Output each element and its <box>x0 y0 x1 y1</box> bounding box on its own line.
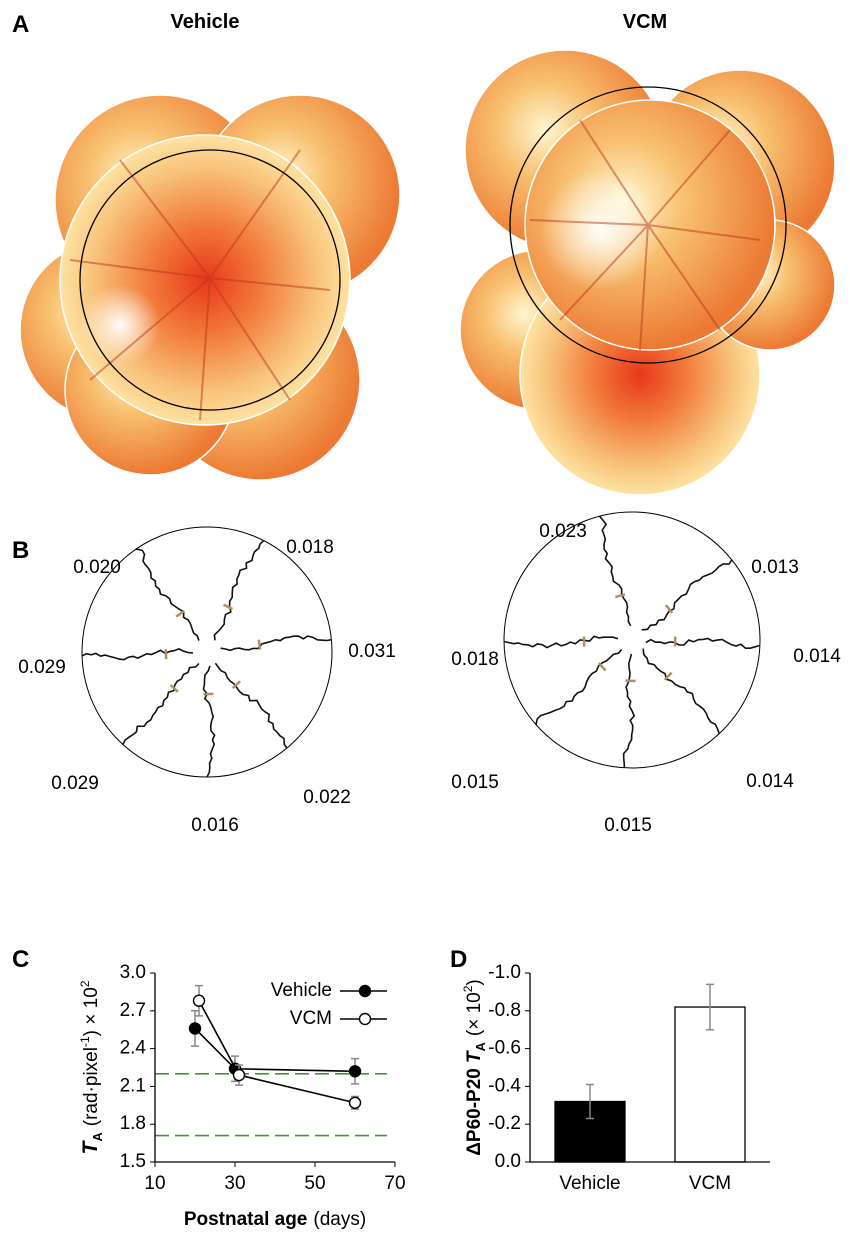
fundus-vehicle <box>20 95 400 480</box>
y-axis-label: ΔP60-P20TA(× 102) <box>461 979 488 1155</box>
y-label-subscript: A <box>90 1132 105 1142</box>
y-tick-label: -1.0 <box>488 962 521 983</box>
vessel-trace <box>646 639 760 649</box>
panel-label: C <box>12 946 29 973</box>
tortuosity-label: 0.014 <box>793 646 841 667</box>
vessel-trace <box>600 516 631 626</box>
data-point <box>350 1097 361 1108</box>
legend-marker <box>360 1014 371 1025</box>
y-tick-label: 2.1 <box>120 1075 146 1096</box>
y-tick-label: 2.4 <box>120 1038 147 1059</box>
tortuosity-label: 0.016 <box>191 815 239 836</box>
vessel-trace <box>643 649 719 734</box>
y-tick-label: 1.8 <box>120 1113 146 1134</box>
tortuosity-label: 0.014 <box>746 771 794 792</box>
y-tick-label: 3.0 <box>120 962 146 983</box>
segment-marker <box>224 605 233 609</box>
segment-marker <box>599 663 606 670</box>
panel-label: B <box>12 537 29 564</box>
vessel-trace <box>536 650 622 725</box>
x-tick-label: VCM <box>689 1173 731 1194</box>
vessel-trace <box>504 636 618 647</box>
tortuosity-label: 0.029 <box>51 773 99 794</box>
y-label-exponent: -1 <box>78 1036 92 1047</box>
y-tick-label: -0.8 <box>488 1000 521 1021</box>
data-point <box>190 1023 201 1034</box>
x-tick-label: 50 <box>304 1173 325 1194</box>
x-axis-label: Postnatal age(days) <box>184 1209 366 1230</box>
tortuosity-label: 0.015 <box>451 772 499 793</box>
y-label-subscript: A <box>473 1042 488 1052</box>
tortuosity-label: 0.018 <box>286 537 334 558</box>
y-tick-label: 0.0 <box>495 1151 521 1172</box>
y-label-prefix: ΔP60-P20 <box>464 1068 485 1156</box>
tortuosity-label: 0.013 <box>751 557 799 578</box>
x-label-unit: (days) <box>313 1209 366 1230</box>
tortuosity-label: 0.022 <box>303 787 351 808</box>
vessel-trace <box>204 666 215 777</box>
figure: A Vehicle VCM B 0.0200.0180.0310.0220.01… <box>0 0 850 1240</box>
group-title: VCM <box>623 11 667 33</box>
vessel-trace <box>214 541 263 641</box>
data-point <box>194 995 205 1006</box>
group-title: Vehicle <box>171 11 240 33</box>
tortuosity-label: 0.015 <box>604 815 652 836</box>
y-label-exponent: 2 <box>78 980 92 987</box>
x-tick-label: Vehicle <box>559 1173 620 1194</box>
vessel-trace <box>221 636 332 650</box>
y-tick-label: 2.7 <box>120 1000 146 1021</box>
data-point <box>350 1066 361 1077</box>
page: A Vehicle VCM B 0.0200.0180.0310.0220.01… <box>0 0 850 1240</box>
data-point <box>234 1070 245 1081</box>
y-label-suffix: ) × 10 <box>81 987 102 1036</box>
series-line <box>195 1028 355 1071</box>
y-tick-label: -0.4 <box>488 1075 521 1096</box>
vessel-trace <box>624 654 635 768</box>
y-axis-label: TA(rad·pixel-1) × 102 <box>78 980 105 1154</box>
y-tick-label: 1.5 <box>120 1151 146 1172</box>
panel-label: D <box>450 946 467 973</box>
x-tick-label: 70 <box>384 1173 405 1194</box>
legend-label: VCM <box>290 1008 332 1029</box>
x-tick-label: 10 <box>144 1173 165 1194</box>
y-label-unit: (rad·pixel <box>81 1047 102 1126</box>
vessel-trace <box>136 549 199 641</box>
panel-label: A <box>12 11 29 38</box>
vessel-trace <box>642 560 732 630</box>
tortuosity-label: 0.031 <box>348 641 396 662</box>
y-tick-label: -0.2 <box>488 1113 521 1134</box>
y-label-unit: (× 10 <box>464 992 485 1036</box>
legend-marker <box>360 986 371 997</box>
tortuosity-label: 0.018 <box>451 649 499 670</box>
tortuosity-label: 0.029 <box>18 657 66 678</box>
y-label-close: ) <box>464 979 485 985</box>
x-tick-label: 30 <box>224 1173 245 1194</box>
y-tick-label: -0.6 <box>488 1038 521 1059</box>
fundus-vcm <box>460 50 835 495</box>
vessel-trace <box>215 663 287 748</box>
segment-marker <box>166 649 167 659</box>
vessel-trace <box>123 664 199 745</box>
tortuosity-label: 0.020 <box>73 557 121 578</box>
vessel-trace <box>82 649 193 660</box>
tortuosity-label: 0.023 <box>539 521 587 542</box>
segment-marker <box>259 640 260 650</box>
x-label-main: Postnatal age <box>184 1209 308 1230</box>
legend-label: Vehicle <box>271 980 332 1001</box>
